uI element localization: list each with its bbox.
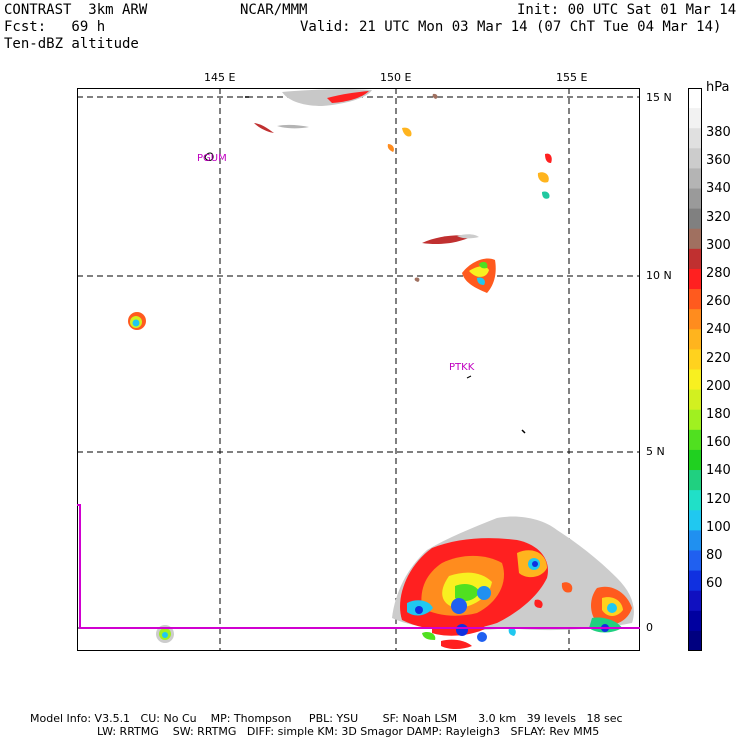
colorbar-swatch [688, 470, 702, 491]
colorbar-tick-label: 360 [706, 153, 731, 169]
colorbar-swatch [688, 510, 702, 531]
cloud-southwest-cell [156, 625, 174, 643]
colorbar-swatch [688, 550, 702, 572]
colorbar [688, 88, 702, 651]
cloud-central-cluster [414, 234, 496, 293]
colorbar-swatch [688, 389, 702, 411]
colorbar-swatch [688, 289, 702, 310]
model-info-line2: LW: RRTMG SW: RRTMG DIFF: simple KM: 3D … [97, 725, 600, 738]
guam-coastline [204, 152, 214, 161]
colorbar-swatch [688, 108, 702, 129]
colorbar-swatch [688, 128, 702, 149]
colorbar-tick-label: 200 [706, 378, 731, 394]
colorbar-tick-label: 60 [706, 576, 723, 592]
domain-boundary [77, 504, 640, 629]
colorbar-tick-label: 160 [706, 435, 731, 451]
colorbar-tick-label: 380 [706, 125, 731, 140]
field-name: Ten-dBZ altitude [4, 36, 139, 52]
colorbar-tick-label: 120 [706, 491, 731, 507]
colorbar-unit: hPa [706, 80, 730, 95]
colorbar-swatch [688, 630, 702, 651]
lat-label-15n: 15 N [646, 91, 672, 104]
colorbar-tick-label: 320 [706, 209, 731, 225]
center-name: NCAR/MMM [240, 2, 308, 18]
colorbar-swatch [688, 268, 702, 290]
cloud-top-north [254, 89, 552, 199]
colorbar-tick-label: 220 [706, 350, 731, 366]
colorbar-tick-label: 100 [706, 519, 731, 535]
colorbar-frame [688, 88, 702, 651]
island-marker [521, 429, 526, 434]
cloud-west-cell [128, 312, 146, 330]
lon-label-150: 150 E [380, 71, 412, 84]
colorbar-tick-label: 180 [706, 407, 731, 422]
model-info-line1: Model Info: V3.5.1 CU: No Cu MP: Thompso… [30, 712, 623, 725]
colorbar-swatch [688, 570, 702, 592]
lon-label-155: 155 E [556, 71, 588, 84]
lat-label-5n: 5 N [646, 445, 665, 458]
colorbar-swatch [688, 610, 702, 632]
colorbar-swatch [688, 490, 702, 511]
colorbar-swatch [688, 449, 702, 471]
colorbar-tick-label: 340 [706, 181, 731, 197]
station-pgum: PGUM [197, 153, 227, 164]
colorbar-swatch [688, 329, 702, 350]
reflectivity-map: PGUM PTKK [77, 88, 640, 651]
lat-label-0: 0 [646, 621, 653, 634]
colorbar-tick-label: 240 [706, 322, 731, 338]
colorbar-swatch [688, 349, 702, 370]
colorbar-tick-label: 280 [706, 266, 731, 281]
colorbar-swatch [688, 228, 702, 250]
colorbar-swatch [688, 429, 702, 451]
colorbar-tick-label: 260 [706, 294, 731, 310]
station-ptkk: PTKK [449, 362, 475, 373]
forecast-hour: Fcst: 69 h [4, 19, 106, 35]
chuuk-island [466, 375, 472, 379]
colorbar-swatch [688, 208, 702, 230]
colorbar-swatch [688, 369, 702, 391]
valid-time: Valid: 21 UTC Mon 03 Mar 14 (07 ChT Tue … [300, 19, 722, 35]
colorbar-swatch [688, 168, 702, 190]
colorbar-swatch [688, 188, 702, 210]
init-time: Init: 00 UTC Sat 01 Mar 14 [517, 2, 737, 18]
cloud-southern-complex [392, 516, 634, 649]
lat-label-10n: 10 N [646, 269, 672, 282]
colorbar-swatch [688, 88, 702, 109]
colorbar-swatch [688, 248, 702, 270]
colorbar-swatch [688, 530, 702, 551]
lon-label-145: 145 E [204, 71, 236, 84]
colorbar-swatch [688, 309, 702, 330]
colorbar-tick-label: 80 [706, 548, 723, 563]
colorbar-swatch [688, 590, 702, 612]
colorbar-tick-label: 300 [706, 237, 731, 253]
colorbar-swatch [688, 148, 702, 169]
colorbar-swatch [688, 409, 702, 431]
model-title: CONTRAST 3km ARW [4, 2, 148, 18]
colorbar-tick-label: 140 [706, 463, 731, 479]
